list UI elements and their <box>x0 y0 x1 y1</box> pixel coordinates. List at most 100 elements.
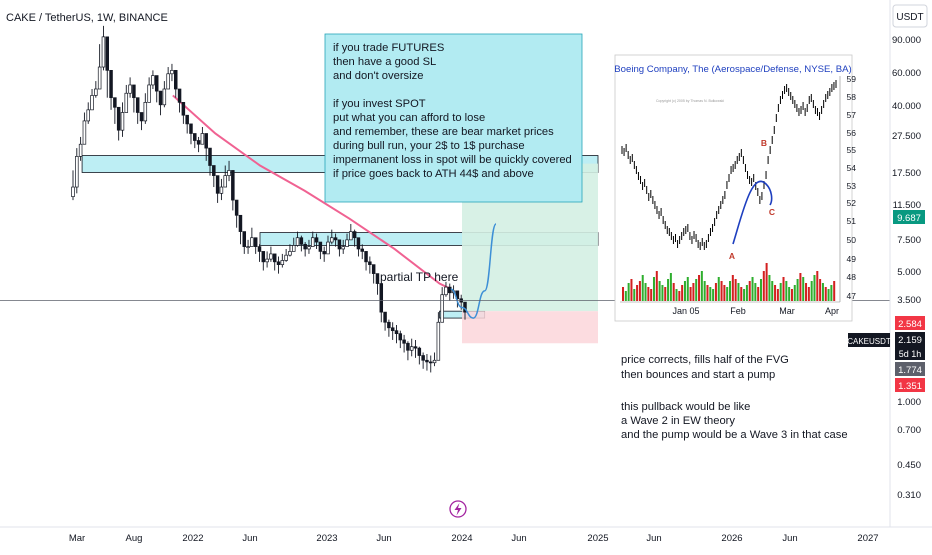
price-tick: 90.000 <box>892 35 921 46</box>
candle-body <box>94 88 98 96</box>
tp-label: partial TP here <box>380 270 459 284</box>
inset-volume-bar <box>678 291 681 301</box>
inset-volume-bar <box>810 281 813 301</box>
candle-body <box>135 97 140 113</box>
inset-price-tick: 51 <box>847 216 857 226</box>
candles-layer <box>71 25 467 373</box>
candle <box>97 44 102 90</box>
candle-body <box>345 239 349 247</box>
time-label: 2023 <box>316 533 337 544</box>
candle <box>86 102 90 124</box>
time-label: Jun <box>646 533 661 544</box>
unit-button-label[interactable]: USDT <box>896 12 923 23</box>
candle <box>227 160 231 182</box>
inset-volume-bar <box>799 273 802 301</box>
inset-price-tick: 58 <box>847 92 857 102</box>
candle <box>71 170 75 201</box>
inset-volume-bar <box>779 283 782 301</box>
price-ticks: 90.000 60.000 40.000 27.500 17.500 11.50… <box>892 35 921 501</box>
candle <box>360 244 364 260</box>
candle <box>78 136 83 161</box>
candle-body <box>116 106 121 131</box>
candle <box>196 136 201 153</box>
candle <box>311 231 315 247</box>
candle-body <box>295 237 300 246</box>
candle-body <box>238 214 243 232</box>
candle <box>181 102 186 124</box>
inset-volume-bar <box>774 285 777 301</box>
candle <box>428 355 433 373</box>
badge-stop-label: 1.351 <box>898 381 922 392</box>
inset-volume-bar <box>658 281 661 301</box>
inset-volume-bar <box>726 287 729 301</box>
inset-volume-bar <box>683 281 686 301</box>
candle <box>284 248 288 262</box>
badge-fvg-label: 1.774 <box>898 365 922 376</box>
candle <box>409 338 414 357</box>
inset-price-tick: 52 <box>847 198 857 208</box>
candle-body <box>204 133 208 149</box>
candle <box>364 251 368 271</box>
candle-body <box>223 175 227 188</box>
candle-body <box>185 114 189 125</box>
inset-volume-bar <box>743 289 746 301</box>
candle-body <box>425 359 429 363</box>
candle-body <box>227 170 231 176</box>
candle <box>208 147 212 176</box>
candle <box>371 264 376 284</box>
price-tick: 3.500 <box>897 295 921 306</box>
inset-bars <box>621 80 837 250</box>
candle-body <box>120 112 125 131</box>
candle <box>120 102 125 137</box>
candle <box>128 77 132 98</box>
inset-price-tick: 59 <box>847 74 857 84</box>
inset-volume-bar <box>650 289 653 301</box>
inset-volume-bar <box>762 271 765 301</box>
candle-body <box>440 294 444 323</box>
candle <box>215 175 220 203</box>
badge-stop <box>895 378 925 392</box>
price-tick: 17.500 <box>892 168 921 179</box>
price-tick: 60.000 <box>892 68 921 79</box>
candle <box>204 133 208 161</box>
candle-body <box>299 237 304 245</box>
candle-body <box>398 333 403 341</box>
inset-volume-bar <box>641 275 644 301</box>
time-axis: Mar Aug 2022 Jun 2023 Jun 2024 Jun 2025 … <box>69 533 879 544</box>
price-tick: 40.000 <box>892 101 921 112</box>
candle <box>394 324 399 344</box>
price-tick: 0.450 <box>897 460 921 471</box>
candle <box>261 251 266 271</box>
candle <box>387 319 391 337</box>
inset-volume-bar <box>652 277 655 301</box>
candle-body <box>97 66 102 90</box>
analysis-note: price corrects, fills half of the FVG th… <box>621 354 848 441</box>
candle-body <box>158 90 163 106</box>
candle <box>223 165 227 188</box>
candle <box>375 273 380 295</box>
candle-body <box>303 243 307 250</box>
candle <box>383 311 387 331</box>
candle <box>162 81 167 108</box>
lightning-icon[interactable] <box>449 500 467 518</box>
inset-volume-bar <box>757 287 760 301</box>
inset-volume-bar <box>765 263 768 301</box>
candle-body <box>421 355 425 361</box>
candle-body <box>177 88 182 103</box>
unit-button[interactable] <box>892 4 928 28</box>
inset-volume-bar <box>830 285 833 301</box>
candle <box>109 69 113 110</box>
candle <box>132 84 136 113</box>
candle-body <box>242 231 247 247</box>
candle-body <box>360 248 364 252</box>
price-tick: 0.310 <box>897 490 921 501</box>
candle <box>75 148 79 194</box>
price-tick: 7.500 <box>897 235 921 246</box>
price-badges: 2.584 CAKEUSDT 2.159 5d 1h 1.774 1.351 9… <box>847 210 925 392</box>
strategy-note: if you trade FUTURES then have a good SL… <box>333 42 572 180</box>
candle <box>158 90 163 116</box>
inset-volume-bar <box>700 271 703 301</box>
candle-body <box>413 346 418 349</box>
